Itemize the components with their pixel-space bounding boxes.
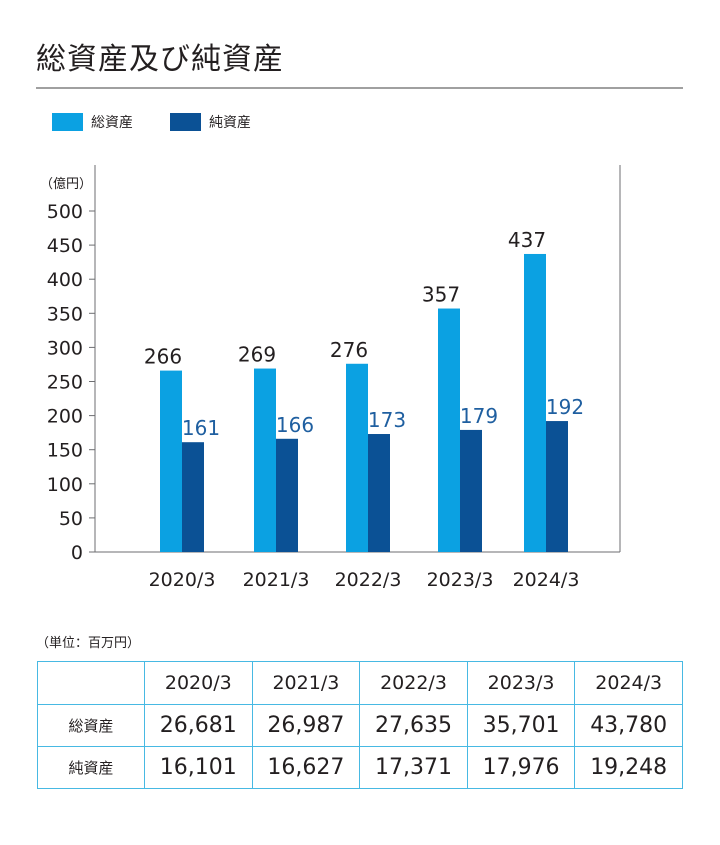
x-tick-label: 2023/3 [427, 569, 494, 591]
y-tick-label: 450 [47, 235, 83, 257]
legend-swatch-net-assets [170, 113, 201, 131]
bar-chart: （億円） 0 50 100 150 200 250 300 350 400 450 500 266 161… [40, 165, 621, 591]
bar-total-assets [524, 253, 546, 552]
data-label-net-assets: 179 [460, 404, 498, 428]
data-label-net-assets: 166 [276, 413, 314, 437]
y-tick-label: 400 [47, 269, 83, 291]
title-divider [36, 87, 683, 89]
table-row-total-assets: 総資産 26,681 26,987 27,635 35,701 43,780 [37, 704, 683, 747]
legend-label-total-assets: 総資産 [91, 115, 133, 131]
data-label-net-assets: 161 [182, 416, 220, 440]
bar-net-assets [460, 429, 482, 552]
y-tick-label: 350 [47, 303, 83, 325]
y-tick-label: 0 [71, 542, 83, 564]
table-header-row: 2020/3 2021/3 2022/3 2023/3 2024/3 [37, 661, 683, 705]
table-cell: 17,976 [466, 746, 576, 789]
table-header-cell: 2023/3 [466, 661, 576, 705]
bar-net-assets [368, 434, 390, 552]
table-cell: 43,780 [574, 704, 683, 747]
data-label-total-assets: 266 [144, 345, 182, 369]
table-cell: 16,627 [251, 746, 361, 789]
table-unit-label: （単位：百万円） [36, 636, 141, 651]
y-tick-label: 500 [47, 201, 83, 223]
legend-swatch-total-assets [52, 113, 83, 131]
table-row-net-assets: 純資産 16,101 16,627 17,371 17,976 19,248 [37, 746, 683, 789]
data-label-net-assets: 173 [368, 408, 406, 432]
table-header-cell: 2020/3 [144, 661, 253, 705]
data-table: 2020/3 2021/3 2022/3 2023/3 2024/3 総資産 2… [37, 661, 683, 789]
table-header-cell: 2021/3 [251, 661, 361, 705]
table-cell: 19,248 [574, 746, 683, 789]
x-tick-label: 2020/3 [149, 569, 216, 591]
table-cell: 17,371 [359, 746, 468, 789]
bar-net-assets [182, 442, 204, 552]
data-label-total-assets: 357 [422, 283, 460, 307]
y-tick-label: 50 [59, 508, 83, 530]
table-corner-cell [37, 661, 145, 705]
page-title: 総資産及び純資産 [36, 42, 284, 77]
legend-item-net-assets: 純資産 [170, 112, 251, 132]
table-cell: 26,987 [251, 704, 361, 747]
y-tick-label: 150 [47, 440, 83, 462]
table-cell: 27,635 [359, 704, 468, 747]
bar-total-assets [346, 363, 368, 552]
data-label-total-assets: 437 [508, 228, 546, 252]
data-label-total-assets: 276 [330, 338, 368, 362]
table-header-cell: 2022/3 [359, 661, 468, 705]
legend-item-total-assets: 総資産 [52, 112, 133, 132]
x-tick-label: 2022/3 [335, 569, 402, 591]
bar-net-assets [546, 421, 568, 552]
data-label-net-assets: 192 [546, 395, 584, 419]
y-tick-label: 200 [47, 406, 83, 428]
legend-label-net-assets: 純資産 [209, 115, 251, 131]
table-row-label: 総資産 [37, 704, 145, 747]
bar-net-assets [276, 438, 298, 552]
data-label-total-assets: 269 [238, 343, 276, 367]
bar-total-assets [160, 370, 182, 552]
y-tick-label: 100 [47, 474, 83, 496]
table-cell: 35,701 [466, 704, 576, 747]
x-tick-label: 2024/3 [513, 569, 580, 591]
table-row-label: 純資産 [37, 746, 145, 789]
y-tick-label: 300 [47, 337, 83, 359]
x-tick-label: 2021/3 [243, 569, 310, 591]
table-header-cell: 2024/3 [574, 661, 683, 705]
y-tick-label: 250 [47, 372, 83, 394]
bar-total-assets [438, 308, 460, 552]
y-axis-unit-label: （億円） [40, 176, 92, 192]
table-cell: 26,681 [144, 704, 253, 747]
table-cell: 16,101 [144, 746, 253, 789]
bar-total-assets [254, 368, 276, 552]
